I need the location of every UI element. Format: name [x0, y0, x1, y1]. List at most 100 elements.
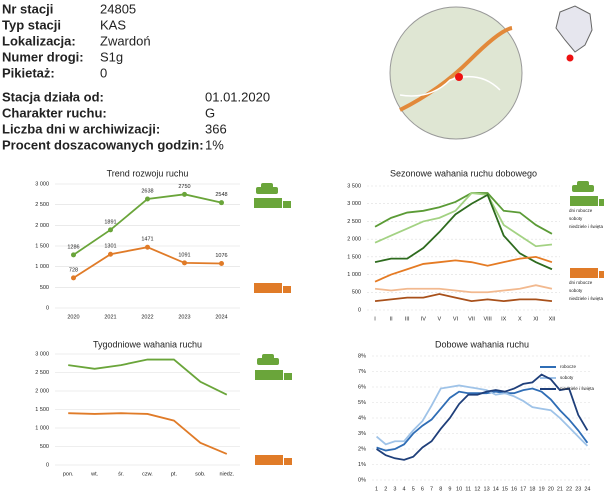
field-label: Lokalizacja: — [2, 33, 76, 48]
x-tick-label: XII — [549, 316, 556, 322]
field-value: G — [205, 105, 215, 120]
truck-icon — [599, 199, 604, 206]
y-tick-label: 3 000 — [35, 351, 49, 357]
map-road — [399, 26, 513, 112]
x-tick-label: VII — [468, 316, 475, 322]
point — [219, 200, 224, 206]
y-tick-label: 3 500 — [347, 183, 361, 189]
x-tick-label: 2022 — [141, 314, 153, 320]
point — [145, 196, 150, 202]
x-tick-label: 16 — [511, 486, 517, 492]
y-tick-label: 2 500 — [35, 202, 49, 208]
x-tick-label: czw. — [142, 471, 153, 477]
x-tick-label: 14 — [493, 486, 499, 492]
field-value: S1g — [100, 49, 123, 64]
series-line — [376, 387, 589, 452]
x-tick-label: 22 — [566, 486, 572, 492]
x-tick-label: 7 — [430, 486, 433, 492]
x-tick-label: pon. — [63, 471, 74, 477]
y-tick-label: 500 — [352, 290, 361, 296]
data-label: 728 — [69, 267, 78, 273]
series-line — [68, 358, 228, 396]
y-tick-label: 3 000 — [35, 181, 49, 187]
truck-icon — [284, 458, 292, 465]
x-tick-label: I — [374, 316, 376, 322]
y-tick-label: 3% — [358, 431, 366, 437]
series-line — [374, 284, 553, 294]
data-label: 1091 — [178, 252, 190, 258]
data-label: 1471 — [141, 237, 153, 243]
field-value: 1% — [205, 137, 224, 152]
y-tick-label: 2 000 — [35, 388, 49, 394]
field-label: Liczba dni w archiwizacji: — [2, 121, 160, 136]
data-label: 1076 — [215, 253, 227, 259]
truck-icon — [570, 268, 598, 278]
x-tick-label: 10 — [456, 486, 462, 492]
field-label: Numer drogi: — [2, 49, 84, 64]
chart-title: Sezonowe wahania ruchu dobowego — [390, 168, 537, 178]
truck-icon — [284, 373, 292, 380]
y-tick-label: 7% — [358, 369, 366, 375]
truck-icon — [570, 196, 598, 206]
point — [219, 261, 224, 267]
point — [182, 260, 187, 266]
field-label: Charakter ruchu: — [2, 105, 107, 120]
x-tick-label: 17 — [520, 486, 526, 492]
y-tick-label: 2 500 — [347, 219, 361, 225]
x-tick-label: 20 — [548, 486, 554, 492]
legend-label: niedziele i święta — [560, 386, 595, 391]
x-tick-label: 13 — [484, 486, 490, 492]
series-line — [374, 192, 553, 248]
data-label: 1301 — [104, 244, 116, 250]
x-tick-label: pt. — [171, 471, 178, 477]
data-label: 1891 — [104, 219, 116, 225]
field-label: Pikietaż: — [2, 65, 55, 80]
series-line — [374, 193, 553, 271]
y-tick-label: 500 — [40, 444, 49, 450]
legend-label: robocze — [560, 364, 577, 369]
series-line — [376, 384, 589, 447]
field-label: Stacja działa od: — [2, 89, 104, 104]
y-tick-label: 2 000 — [347, 237, 361, 243]
series-line — [374, 293, 553, 303]
data-label: 2548 — [215, 192, 227, 198]
y-tick-label: 4% — [358, 415, 366, 421]
x-tick-label: 2024 — [215, 314, 227, 320]
data-label: 2750 — [178, 184, 190, 190]
car-icon — [256, 187, 278, 194]
series-line — [374, 255, 553, 283]
map-station — [455, 73, 463, 81]
x-tick-label: 9 — [448, 486, 451, 492]
x-tick-label: wt. — [90, 471, 99, 477]
field-value: 24805 — [100, 1, 136, 16]
data-label: 1286 — [67, 244, 79, 250]
truck-icon — [254, 283, 282, 293]
car-icon — [262, 354, 274, 360]
x-tick-label: IX — [501, 316, 507, 322]
y-tick-label: 1 500 — [35, 243, 49, 249]
chart-title: Dobowe wahania ruchu — [435, 339, 529, 349]
y-tick-label: 8% — [358, 353, 366, 359]
y-tick-label: 2% — [358, 446, 366, 452]
x-tick-label: VIII — [483, 316, 492, 322]
y-tick-label: 1 500 — [347, 254, 361, 260]
field-value: Zwardoń — [100, 33, 151, 48]
point — [108, 251, 113, 257]
x-tick-label: śr. — [118, 471, 124, 477]
x-tick-label: V — [438, 316, 442, 322]
y-tick-label: 5% — [358, 400, 366, 406]
truck-icon — [599, 271, 604, 278]
x-tick-label: 2020 — [67, 314, 79, 320]
region-icon — [555, 5, 593, 62]
data-label: 2638 — [141, 188, 153, 194]
x-tick-label: 3 — [393, 486, 396, 492]
legend-label: soboty — [569, 216, 583, 221]
x-tick-label: 5 — [412, 486, 415, 492]
point — [108, 227, 113, 233]
y-tick-label: 2 000 — [35, 223, 49, 229]
y-tick-label: 2 500 — [35, 370, 49, 376]
legend-label: dni robocze — [569, 280, 593, 285]
x-tick-label: 24 — [584, 486, 590, 492]
car-icon — [572, 185, 594, 192]
